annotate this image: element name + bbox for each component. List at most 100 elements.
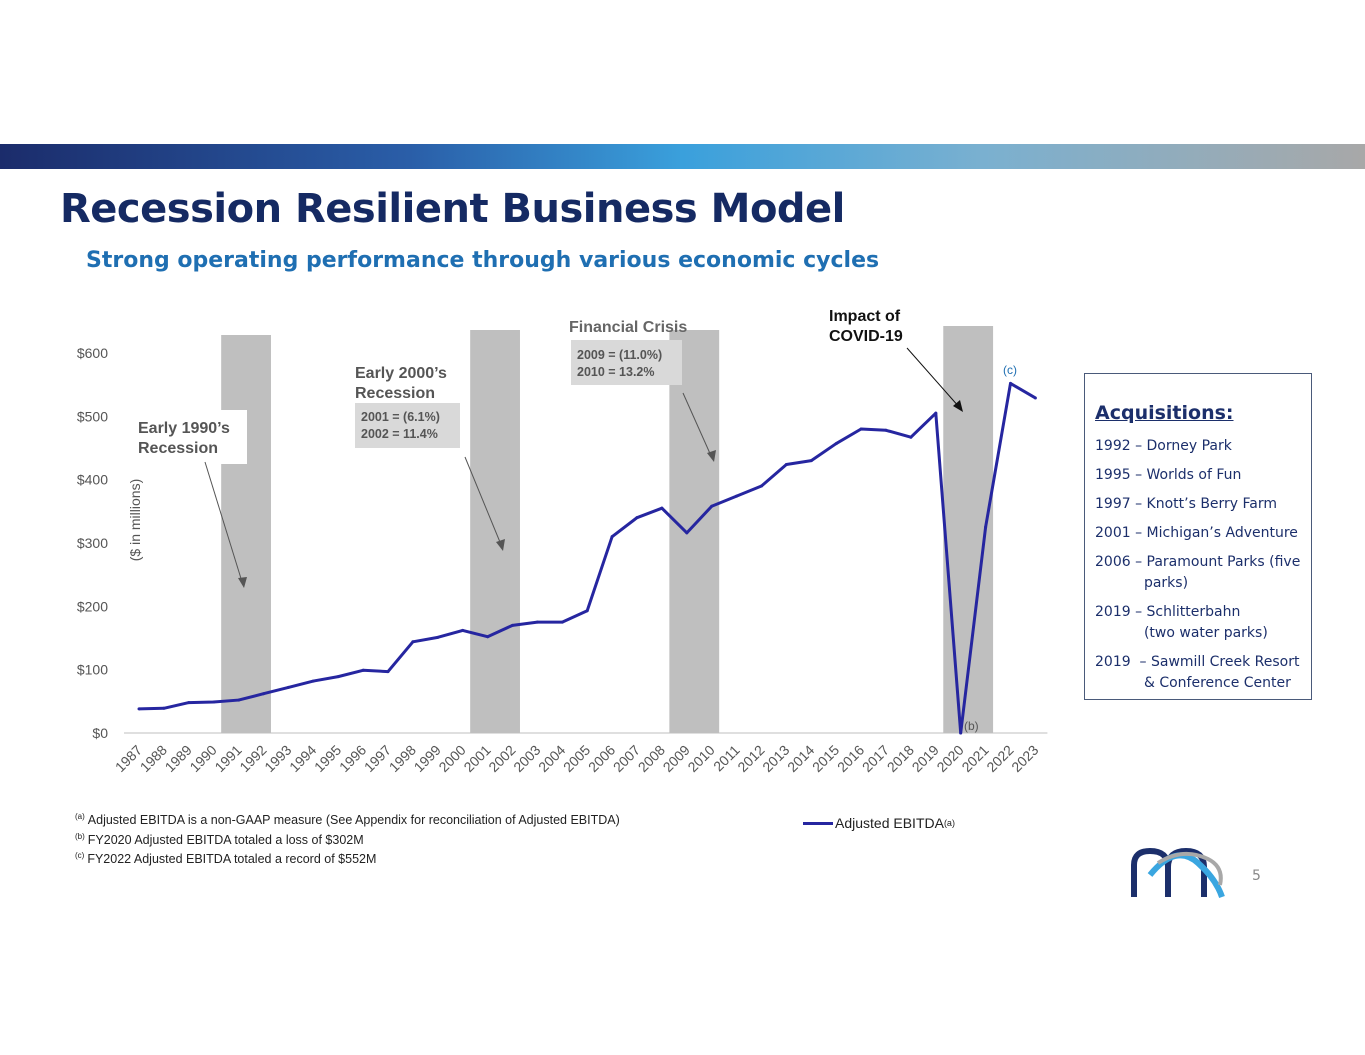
y-tick-label: $200 [77, 598, 108, 614]
legend-sup: (a) [943, 818, 955, 828]
data-point [760, 484, 763, 488]
early-1990s-arrow [204, 461, 244, 586]
data-point [187, 701, 191, 705]
x-tick-label: 2020 [933, 742, 966, 775]
recession-band [470, 330, 520, 733]
x-tick-label: 1989 [162, 742, 195, 775]
x-tick-label: 2016 [834, 742, 867, 775]
data-point [784, 462, 788, 466]
x-tick-label: 2023 [1008, 742, 1041, 775]
data-point [386, 670, 390, 674]
page-title: Recession Resilient Business Model [60, 186, 845, 232]
early-2000s-note1: 2001 = (6.1%) [361, 410, 440, 424]
data-point [560, 620, 564, 624]
recession-band [669, 330, 720, 733]
x-axis: 1987198819891990199119921993199419951996… [112, 732, 1048, 775]
data-point [411, 640, 415, 644]
y-tick-label: $400 [77, 472, 108, 488]
x-tick-label: 1987 [112, 742, 145, 775]
data-point [262, 692, 265, 696]
x-tick-label: 1994 [286, 742, 319, 775]
footnote-marker: (b) [75, 831, 85, 841]
acquisitions-box: Acquisitions: 1992 – Dorney Park 1995 – … [1084, 373, 1312, 700]
marker-c: (c) [1003, 363, 1017, 377]
footnote-a: (a) Adjusted EBITDA is a non-GAAP measure… [75, 812, 620, 832]
x-tick-label: 2008 [635, 742, 668, 775]
x-tick-label: 2009 [660, 742, 693, 775]
early-2000s-label-line2: Recession [355, 385, 435, 402]
logo-ribbon-gray [1156, 851, 1223, 886]
x-tick-label: 2002 [485, 742, 518, 775]
footnote-c: (c) FY2022 Adjusted EBITDA totaled a reco… [75, 851, 620, 871]
data-point [535, 620, 539, 624]
acquisitions-title: Acquisitions: [1095, 402, 1234, 424]
data-point [809, 459, 813, 463]
data-point [660, 506, 664, 510]
financial-crisis-note1: 2009 = (11.0%) [577, 348, 662, 362]
data-point [311, 679, 315, 683]
x-tick-label: 1997 [361, 742, 394, 775]
data-point [461, 628, 465, 632]
company-logo [1131, 847, 1225, 899]
x-tick-label: 2005 [560, 742, 593, 775]
acquisition-item: 1995 – Worlds of Fun [1095, 467, 1242, 483]
financial-crisis-label: Financial Crisis [569, 319, 687, 336]
financial-crisis-note2: 2010 = 13.2% [577, 365, 655, 379]
x-tick-label: 2007 [610, 742, 643, 775]
footnotes: (a) Adjusted EBITDA is a non-GAAP measure… [75, 812, 620, 871]
covid-label-line1: Impact of [829, 308, 901, 325]
x-tick-label: 2001 [460, 742, 493, 775]
x-tick-label: 2012 [734, 742, 767, 775]
acquisition-item: 2019 – Sawmill Creek Resort & Conference… [1095, 654, 1300, 691]
x-tick-label: 2021 [958, 742, 991, 775]
y-tick-label: $100 [77, 662, 108, 678]
x-tick-label: 2019 [909, 742, 942, 775]
financial-crisis-note-box [571, 340, 682, 385]
y-tick-label: $0 [92, 725, 108, 741]
footnote-marker: (c) [75, 851, 85, 860]
acquisition-item: 2019 – Schlitterbahn (two water parks) [1095, 604, 1268, 641]
x-tick-label: 1992 [236, 742, 269, 775]
x-tick-label: 2011 [710, 742, 743, 775]
footnote-b: (b) FY2020 Adjusted EBITDA totaled a loss… [75, 832, 620, 852]
data-point [710, 504, 714, 508]
acquisitions-list: 1992 – Dorney Park 1995 – Worlds of Fun … [1095, 436, 1311, 694]
x-tick-label: 1993 [261, 742, 294, 775]
legend-line-swatch [803, 821, 833, 825]
data-point [834, 442, 838, 446]
acquisition-item: 1992 – Dorney Park [1095, 438, 1232, 454]
y-tick-label: $500 [77, 408, 108, 424]
data-point [511, 623, 514, 627]
financial-crisis-arrowhead [707, 450, 716, 462]
x-tick-label: 2006 [585, 742, 618, 775]
data-point [635, 516, 639, 520]
x-tick-label: 1988 [137, 742, 170, 775]
data-point [585, 609, 589, 613]
data-point [884, 428, 888, 432]
data-point [959, 731, 963, 735]
y-axis: $0 $100 $200 $300 $400 $500 $600 [77, 345, 108, 741]
recession-band [221, 335, 271, 733]
early-2000s-note-box [355, 403, 460, 448]
early-2000s-arrow [464, 456, 503, 548]
x-tick-label: 1995 [311, 742, 344, 775]
footnote-text: FY2022 Adjusted EBITDA totaled a record … [87, 852, 377, 866]
data-point [212, 700, 216, 704]
data-point [685, 531, 689, 535]
data-point [486, 635, 490, 639]
financial-crisis-arrow [682, 392, 713, 459]
early-1990s-label-line2: Recession [138, 440, 218, 457]
early-2000s-arrowhead [496, 539, 505, 551]
data-point [162, 706, 166, 710]
data-point [610, 535, 614, 539]
covid-arrow [906, 347, 961, 409]
acquisition-item: 1997 – Knott’s Berry Farm [1095, 496, 1278, 512]
x-tick-label: 2015 [809, 742, 842, 775]
x-tick-label: 2000 [435, 742, 468, 775]
data-point [1033, 396, 1037, 400]
y-axis-label: ($ in millions) [127, 479, 143, 561]
x-tick-label: 1990 [186, 742, 219, 775]
page-number: 5 [1252, 868, 1261, 884]
page-subtitle: Strong operating performance through var… [86, 248, 880, 273]
covid-arrowhead [953, 400, 963, 412]
